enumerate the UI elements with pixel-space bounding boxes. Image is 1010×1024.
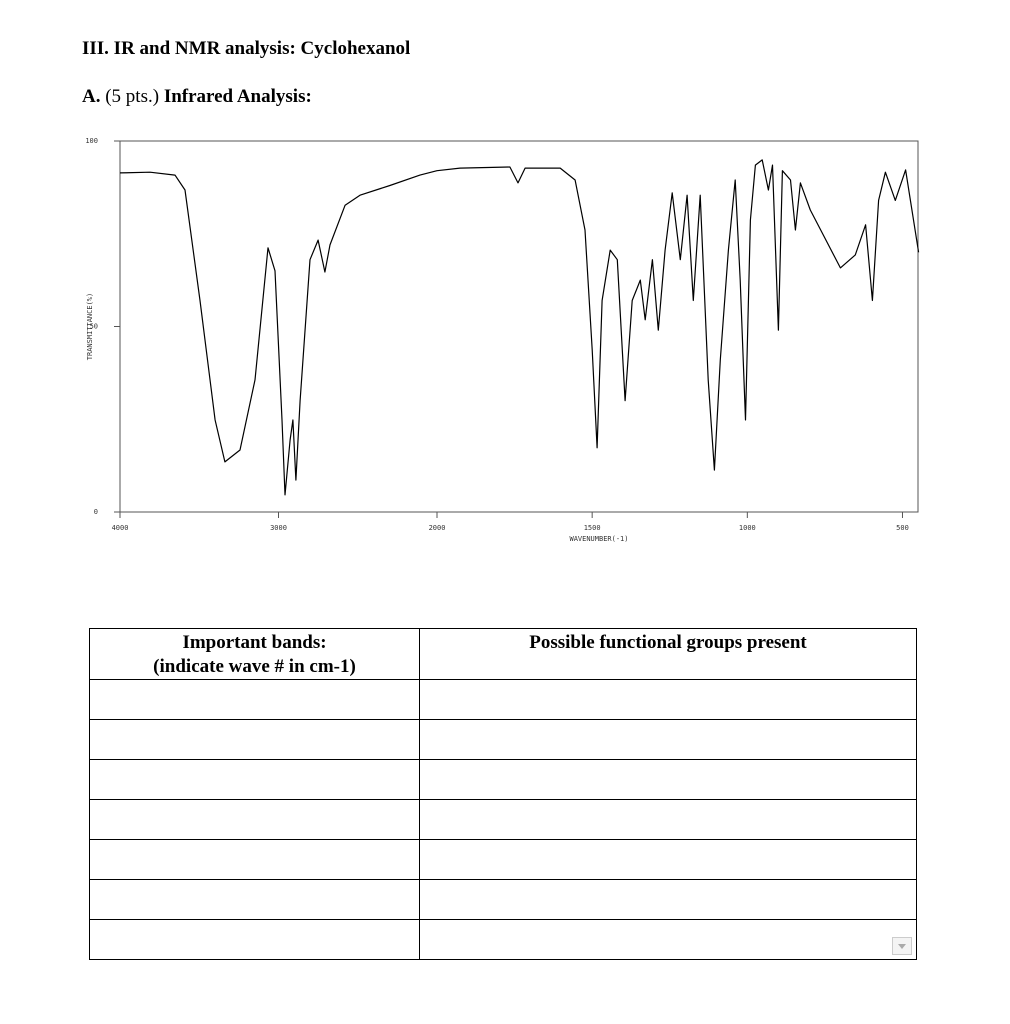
- y-tick-label: 50: [90, 323, 98, 331]
- cell: [89, 879, 420, 920]
- y-tick-label: 0: [94, 508, 98, 516]
- x-tick-label: 4000: [112, 524, 129, 532]
- plot-frame: [119, 140, 919, 513]
- y-tick-label: 100: [85, 137, 98, 145]
- x-tick-label: 1500: [584, 524, 601, 532]
- cell: [419, 679, 917, 720]
- row: [89, 839, 917, 880]
- section-label: A.: [82, 86, 101, 107]
- row: [89, 919, 917, 960]
- row: [89, 679, 917, 720]
- section-points: (5 pts.): [105, 86, 160, 107]
- row: [89, 719, 917, 760]
- dropdown[interactable]: [892, 937, 912, 955]
- cell: [89, 839, 420, 880]
- row: [89, 799, 917, 840]
- section-heading: A. (5 pts.) Infrared Analysis:: [82, 86, 312, 108]
- cell: [89, 919, 420, 960]
- header-cell: Important bands: (indicate wave # in cm-1…: [89, 628, 420, 680]
- spectrum-line: [119, 159, 920, 496]
- header-row: Important bands: (indicate wave # in cm-1…: [89, 628, 917, 680]
- cell: [419, 839, 917, 880]
- cell: [89, 759, 420, 800]
- cell: [419, 759, 917, 800]
- row: [89, 879, 917, 920]
- answer-table: Important bands: (indicate wave # in cm-1…: [89, 628, 917, 960]
- x-tick-label: 500: [896, 524, 909, 532]
- cell: [89, 679, 420, 720]
- cell: [419, 799, 917, 840]
- row: [89, 759, 917, 800]
- cell: [419, 719, 917, 760]
- cell: [419, 919, 917, 960]
- ir-spectrum: 0 50 100 4000 3000 2000 1500 1000 500 WAVENUMBER(…: [85, 137, 920, 543]
- x-tick-label: 2000: [429, 524, 446, 532]
- y-axis-label: TRANSMITTANCE(%): [86, 293, 94, 360]
- header-cell: Possible functional groups present: [419, 628, 917, 680]
- header-line: Possible functional groups present: [529, 632, 807, 653]
- x-tick-label: 1000: [739, 524, 756, 532]
- header-line: (indicate wave # in cm-1): [153, 656, 356, 677]
- cell: [89, 799, 420, 840]
- header-line: Important bands:: [182, 632, 327, 653]
- section-title: Infrared Analysis:: [163, 86, 312, 107]
- x-tick-label: 3000: [270, 524, 287, 532]
- cell: [419, 879, 917, 920]
- page-title: III. IR and NMR analysis: Cyclohexanol: [82, 38, 411, 59]
- x-axis-label: WAVENUMBER(-1): [569, 535, 628, 543]
- cell: [89, 719, 420, 760]
